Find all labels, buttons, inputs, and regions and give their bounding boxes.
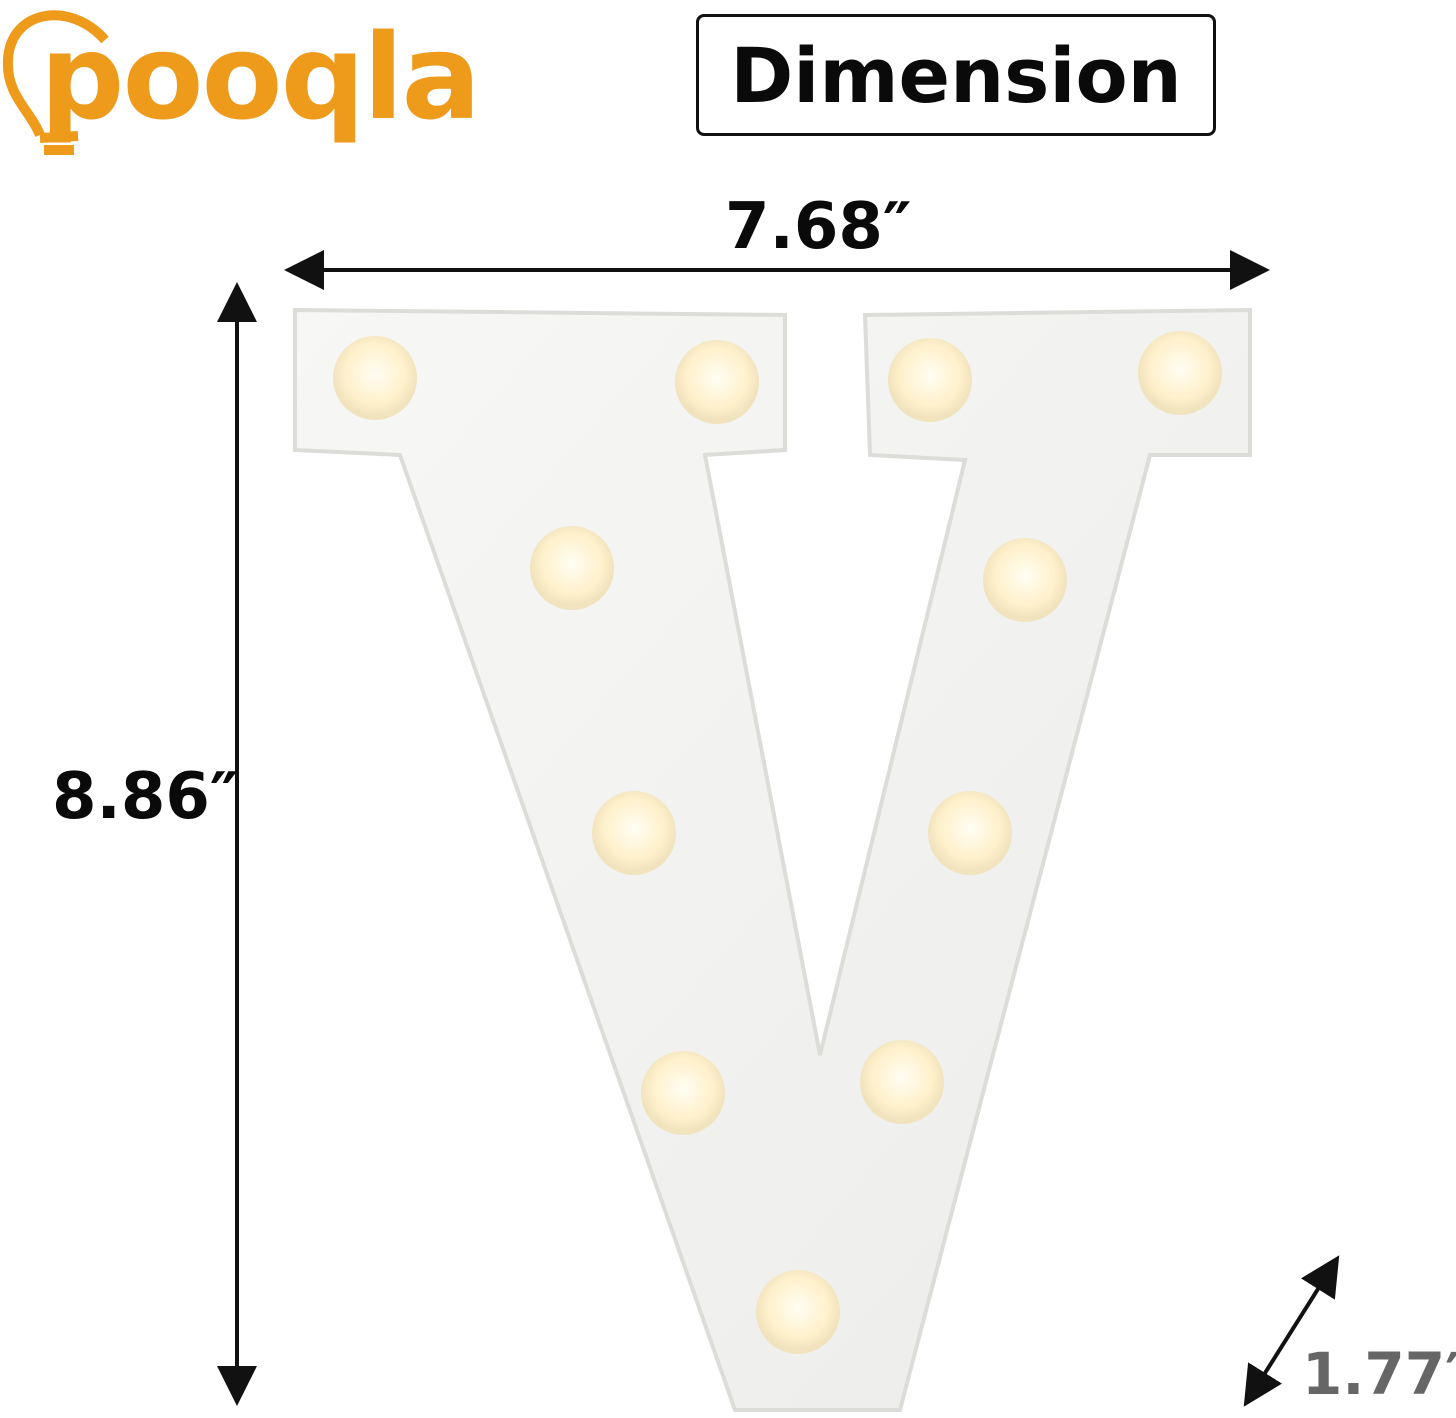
led-bulb <box>888 338 972 422</box>
brand-logo: pooqla <box>40 8 481 146</box>
led-bulb <box>860 1040 944 1124</box>
led-bulb <box>592 791 676 875</box>
led-bulb <box>530 526 614 610</box>
led-bulb <box>756 1270 840 1354</box>
height-label: 8.86″ <box>52 760 239 834</box>
led-bulb <box>675 340 759 424</box>
led-bulb <box>928 791 1012 875</box>
led-bulb <box>1138 331 1222 415</box>
lightbulb-icon <box>2 10 109 155</box>
width-label: 7.68″ <box>725 190 912 264</box>
led-bulbs <box>333 331 1222 1354</box>
dimension-title: Dimension <box>696 14 1216 136</box>
depth-arrow <box>1243 1255 1340 1407</box>
led-bulb <box>641 1051 725 1135</box>
letter-v-body <box>293 307 1252 1412</box>
led-bulb <box>983 538 1067 622</box>
title-text: Dimension <box>730 30 1182 120</box>
depth-label: 1.77″ <box>1302 1340 1456 1408</box>
led-bulb <box>333 336 417 420</box>
